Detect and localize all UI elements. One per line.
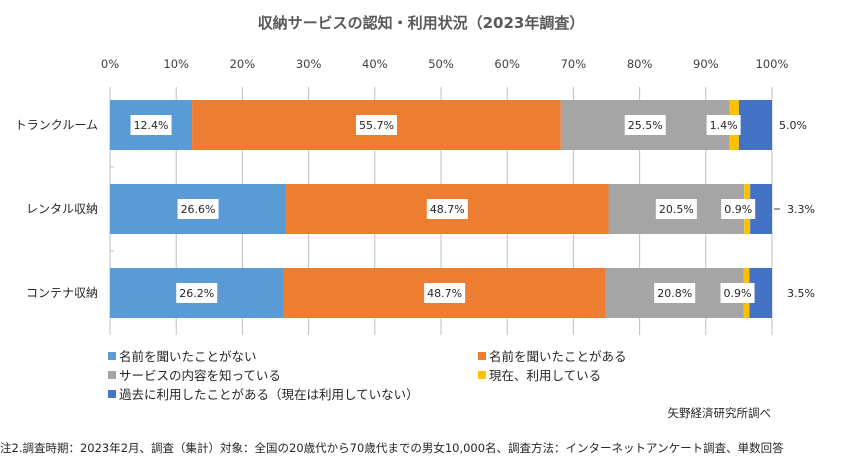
data-label-box xyxy=(706,115,741,135)
data-label-box xyxy=(177,199,219,219)
category-label: トランクルーム xyxy=(15,118,98,132)
data-label-box xyxy=(654,283,696,303)
chart-title: 収納サービスの認知・利用状況（2023年調査） xyxy=(258,14,585,32)
data-label: 20.5% xyxy=(659,203,694,216)
legend-item: サービスの内容を知っている xyxy=(108,365,281,384)
legend-item: 現在、利用している xyxy=(478,365,601,384)
data-label-box xyxy=(426,199,468,219)
data-label-box xyxy=(424,283,466,303)
x-tick-label: 50% xyxy=(428,57,454,71)
legend-label: 名前を聞いたことがない xyxy=(119,349,257,364)
category-label: コンテナ収納 xyxy=(26,286,98,300)
data-label: 1.4% xyxy=(710,119,738,132)
data-label: 48.7% xyxy=(427,287,462,300)
data-label-box xyxy=(776,115,810,135)
data-label: 55.7% xyxy=(359,119,394,132)
data-label-box xyxy=(130,115,172,135)
data-label: 25.5% xyxy=(628,119,663,132)
data-label: 20.8% xyxy=(657,287,692,300)
x-tick-label: 70% xyxy=(561,57,587,71)
footnote: 注2.調査時期：2023年2月、調査（集計）対象：全国の20歳代から70歳代まで… xyxy=(0,441,784,455)
x-tick-label: 80% xyxy=(627,57,653,71)
legend-label: 現在、利用している xyxy=(489,368,602,383)
data-label: 48.7% xyxy=(430,203,465,216)
legend-label: 名前を聞いたことがある xyxy=(489,349,627,364)
data-label-box xyxy=(655,199,697,219)
bar-segment xyxy=(750,184,772,234)
data-label-box xyxy=(624,115,666,135)
legend-swatch xyxy=(108,351,116,360)
x-tick-label: 20% xyxy=(230,57,256,71)
x-tick-label: 30% xyxy=(296,57,322,71)
source-credit: 矢野経済研究所調べ xyxy=(667,406,772,420)
x-tick-label: 100% xyxy=(756,57,789,71)
x-tick-label: 90% xyxy=(693,57,719,71)
legend-item: 過去に利用したことがある（現在は利用していない） xyxy=(108,384,419,403)
legend-swatch xyxy=(108,370,116,379)
legend-swatch xyxy=(478,351,486,360)
data-labels: 12.4% 55.7% 25.5% 1.4% 5.0% 26.6% 48.7% 20.5% 0.… xyxy=(130,115,815,303)
bar-segment xyxy=(738,100,772,150)
legend-swatch xyxy=(108,389,116,398)
legend-item: 名前を聞いたことがない xyxy=(108,346,257,365)
legend-label: サービスの内容を知っている xyxy=(119,368,281,383)
data-label-box xyxy=(721,199,756,219)
data-label: 3.3% xyxy=(787,203,815,216)
data-label-box xyxy=(720,283,755,303)
data-label-box xyxy=(355,115,397,135)
data-label: 0.9% xyxy=(724,287,752,300)
bars xyxy=(110,100,772,318)
category-label: レンタル収納 xyxy=(26,202,98,216)
data-label: 0.9% xyxy=(724,203,752,216)
x-tick-label: 0% xyxy=(101,57,119,71)
legend-item: 名前を聞いたことがある xyxy=(478,346,627,365)
bar-segment xyxy=(749,268,772,318)
legend-label: 過去に利用したことがある（現在は利用していない） xyxy=(119,387,419,402)
x-tick-label: 60% xyxy=(494,57,520,71)
x-tick-label: 10% xyxy=(163,57,189,71)
x-axis-ticks: 0% 10% 20% 30% 40% 50% 60% 70% 80% 90% 100% xyxy=(101,57,789,71)
data-label: 26.6% xyxy=(181,203,216,216)
legend-swatch xyxy=(478,370,486,379)
data-label-box xyxy=(176,283,218,303)
data-label: 26.2% xyxy=(179,287,214,300)
data-label: 12.4% xyxy=(134,119,169,132)
x-tick-label: 40% xyxy=(362,57,388,71)
data-label: 5.0% xyxy=(779,119,807,132)
data-label: 3.5% xyxy=(787,287,815,300)
